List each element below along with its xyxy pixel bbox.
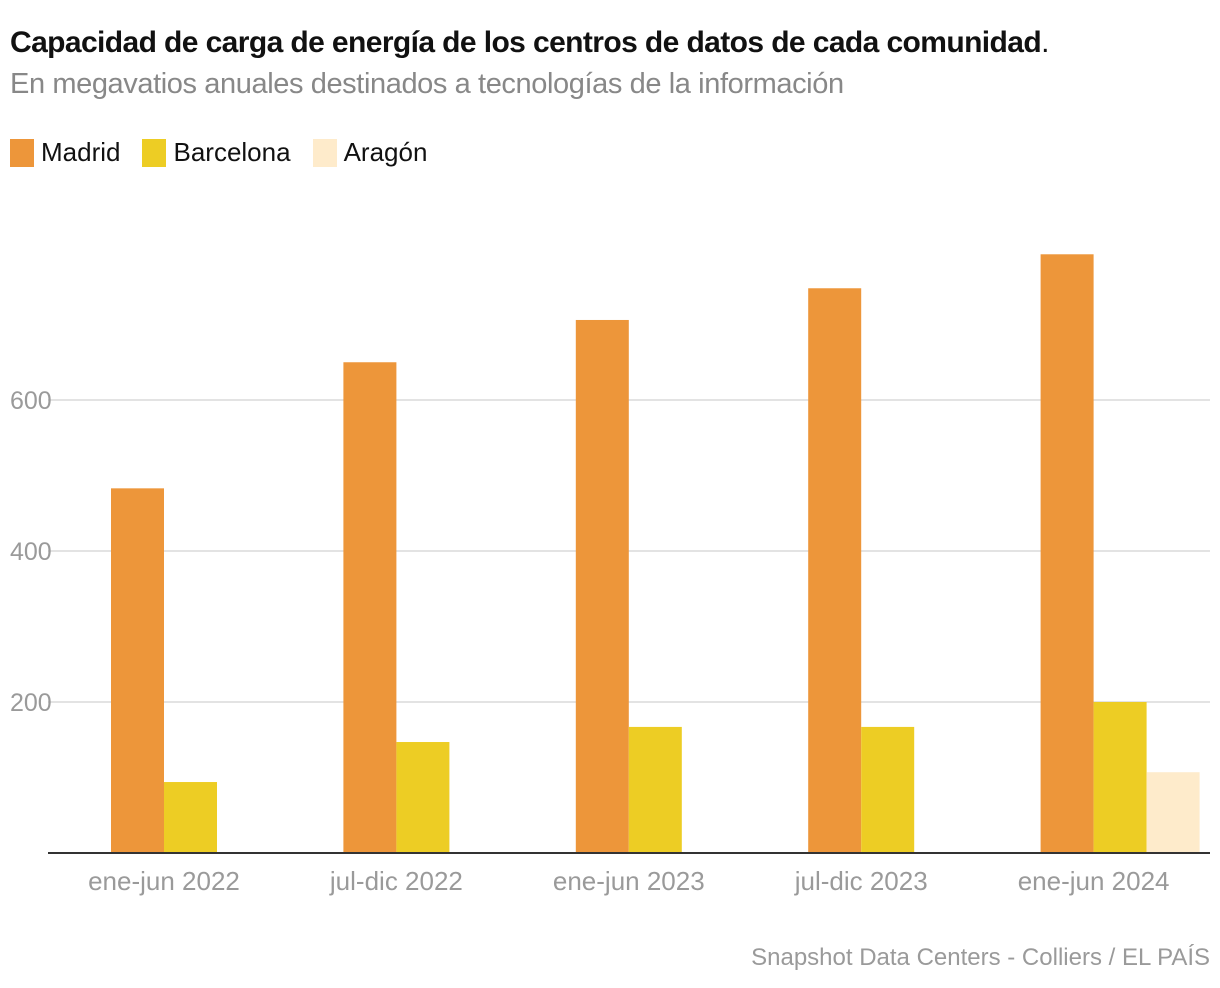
legend-label-madrid: Madrid bbox=[41, 137, 121, 167]
legend-item-madrid: Madrid bbox=[10, 137, 120, 168]
legend-item-barcelona: Barcelona bbox=[142, 137, 291, 168]
bar-barcelona-3 bbox=[628, 726, 682, 853]
bar-barcelona-2 bbox=[396, 742, 450, 853]
x-tick-label-2: jul-dic 2022 bbox=[329, 866, 463, 896]
bar-barcelona-4 bbox=[861, 726, 915, 853]
y-tick-label-400: 400 bbox=[10, 538, 52, 566]
chart-title-period: . bbox=[1041, 26, 1049, 59]
bar-madrid-5 bbox=[1040, 254, 1094, 853]
bar-madrid-4 bbox=[808, 288, 862, 853]
chart-subtitle: En megavatios anuales destinados a tecno… bbox=[10, 68, 844, 100]
bar-madrid-3 bbox=[575, 319, 629, 854]
bar-barcelona-5 bbox=[1093, 702, 1147, 853]
bar-aragon-5 bbox=[1146, 772, 1200, 853]
source-note: Snapshot Data Centers - Colliers / EL PA… bbox=[751, 944, 1210, 971]
legend-swatch-madrid bbox=[10, 138, 34, 167]
x-tick-label-1: ene-jun 2022 bbox=[88, 866, 240, 896]
chart-title-text: Capacidad de carga de energía de los cen… bbox=[10, 26, 1042, 59]
chart-title: Capacidad de carga de energía de los cen… bbox=[10, 26, 1049, 60]
legend-label-aragon: Aragón bbox=[343, 137, 428, 167]
x-tick-label-4: jul-dic 2023 bbox=[794, 866, 928, 896]
x-tick-label-5: ene-jun 2024 bbox=[1018, 866, 1170, 896]
legend-swatch-barcelona bbox=[142, 138, 167, 167]
bar-madrid-2 bbox=[343, 362, 397, 853]
legend-swatch-aragon bbox=[312, 138, 337, 167]
bar-madrid-1 bbox=[111, 488, 164, 853]
legend-item-aragon: Aragón bbox=[312, 137, 428, 168]
x-tick-label-3: ene-jun 2023 bbox=[553, 866, 705, 896]
legend-label-barcelona: Barcelona bbox=[173, 137, 291, 167]
y-tick-label-600: 600 bbox=[10, 387, 52, 415]
legend: Madrid Barcelona Aragón bbox=[10, 137, 449, 168]
y-tick-label-200: 200 bbox=[10, 689, 52, 717]
bar-barcelona-1 bbox=[164, 782, 217, 853]
